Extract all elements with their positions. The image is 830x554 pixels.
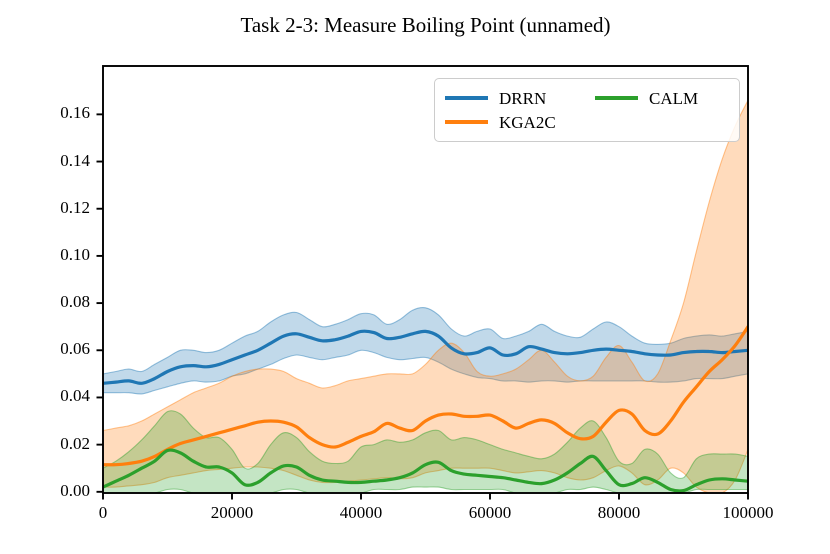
legend-label: KGA2C: [499, 112, 556, 132]
x-tick-label: 80000: [597, 503, 641, 522]
series-band-KGA2C: [103, 99, 748, 493]
y-tick-label: 0.00: [60, 480, 90, 500]
series-band-DRRN: [103, 307, 748, 395]
legend-entry-KGA2C: KGA2C: [445, 110, 577, 134]
y-tick-label: 0.02: [60, 433, 90, 453]
y-tick-label: 0.14: [60, 150, 90, 170]
y-tick-label: 0.06: [60, 339, 90, 359]
y-tick-label: 0.08: [60, 292, 90, 312]
chart-title: Task 2-3: Measure Boiling Point (unnamed…: [240, 13, 611, 37]
series-line-DRRN: [103, 329, 748, 385]
x-tick-label: 0: [98, 503, 108, 522]
legend: DRRN KGA2C CALM: [434, 78, 740, 142]
y-tick-label: 0.16: [60, 103, 90, 123]
y-tick-label: 0.04: [60, 386, 90, 406]
legend-label: CALM: [649, 88, 699, 108]
x-tick-label: 20000: [210, 503, 254, 522]
legend-swatch-CALM: [595, 96, 638, 100]
series-line-CALM: [103, 448, 748, 493]
x-tick-label: 60000: [468, 503, 512, 522]
y-tick-label: 0.10: [60, 244, 90, 264]
x-tick-label: 100000: [722, 503, 774, 522]
legend-entry-DRRN: DRRN: [445, 86, 577, 110]
series-band-CALM: [103, 410, 748, 493]
legend-label: DRRN: [499, 88, 547, 108]
series-line-KGA2C: [103, 325, 748, 467]
legend-swatch-KGA2C: [445, 120, 488, 124]
y-tick-label: 0.12: [60, 197, 90, 217]
axes-spines: [102, 65, 749, 494]
legend-swatch-DRRN: [445, 96, 488, 100]
legend-entry-CALM: CALM: [595, 86, 727, 110]
x-tick-label: 40000: [339, 503, 383, 522]
